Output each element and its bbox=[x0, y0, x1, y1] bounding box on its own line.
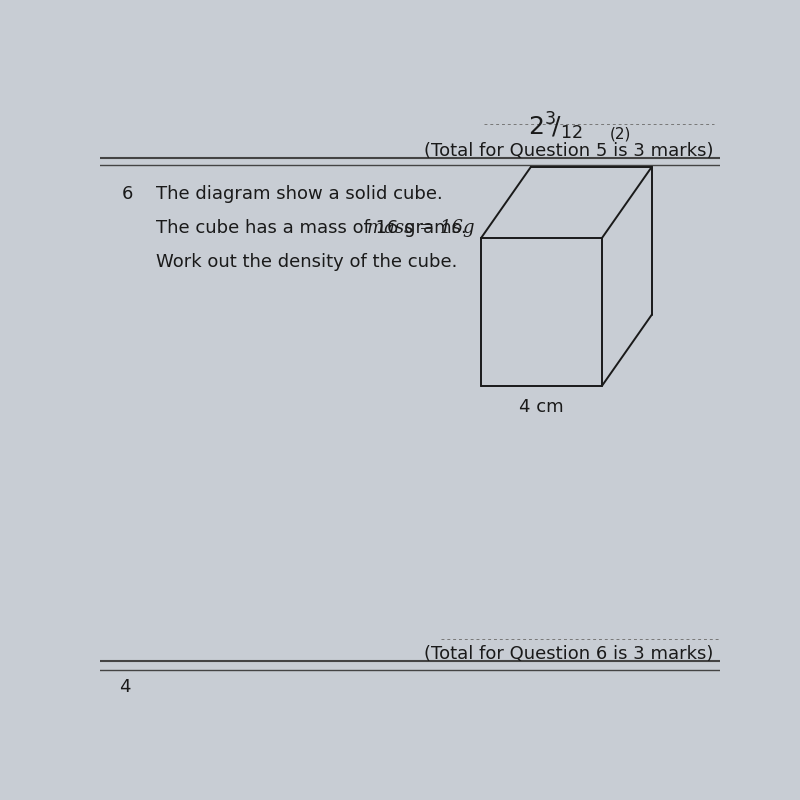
Text: $2^3\!/_{12}$: $2^3\!/_{12}$ bbox=[528, 110, 583, 142]
Text: (Total for Question 6 is 3 marks): (Total for Question 6 is 3 marks) bbox=[425, 646, 714, 663]
Text: (2): (2) bbox=[610, 127, 631, 142]
Text: 4 cm: 4 cm bbox=[519, 398, 564, 416]
Text: 6: 6 bbox=[122, 186, 133, 203]
Text: The diagram show a solid cube.: The diagram show a solid cube. bbox=[156, 186, 442, 203]
Text: 4: 4 bbox=[118, 678, 130, 696]
Text: Work out the density of the cube.: Work out the density of the cube. bbox=[156, 253, 457, 271]
Text: The cube has a mass of 16 grams.: The cube has a mass of 16 grams. bbox=[156, 219, 466, 238]
Text: mass = 16g: mass = 16g bbox=[366, 219, 474, 238]
Text: (Total for Question 5 is 3 marks): (Total for Question 5 is 3 marks) bbox=[424, 142, 714, 160]
